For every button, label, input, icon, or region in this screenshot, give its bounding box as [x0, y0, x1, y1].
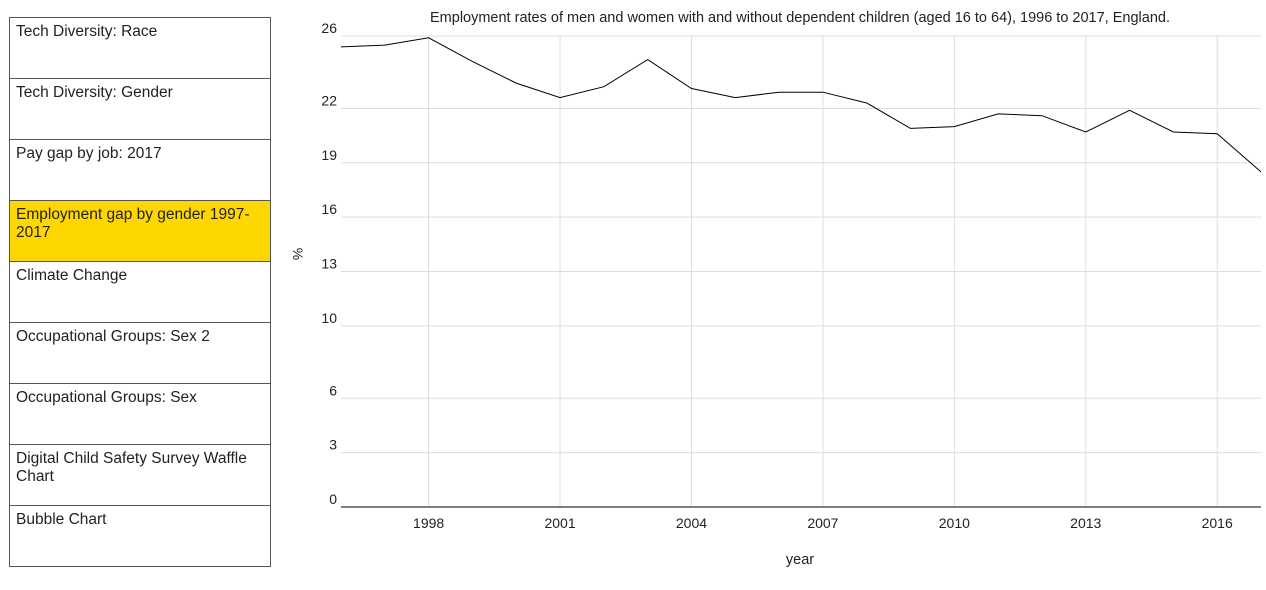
- gridlines: [341, 35, 1261, 507]
- x-tick-label: 2001: [544, 515, 575, 531]
- x-tick-label: 2004: [676, 515, 707, 531]
- menu-item-tech-diversity-gender[interactable]: Tech Diversity: Gender: [9, 78, 271, 140]
- y-tick-label: 16: [321, 201, 337, 217]
- menu-item-occupational-groups-sex[interactable]: Occupational Groups: Sex: [9, 383, 271, 445]
- line-chart: Employment rates of men and women with a…: [290, 10, 1262, 568]
- menu-item-climate-change[interactable]: Climate Change: [9, 261, 271, 323]
- chart-menu: Tech Diversity: Race Tech Diversity: Gen…: [9, 17, 271, 567]
- x-tick-label: 2010: [939, 515, 970, 531]
- menu-item-bubble-chart[interactable]: Bubble Chart: [9, 505, 271, 567]
- x-tick-label: 1998: [413, 515, 444, 531]
- menu-item-tech-diversity-race[interactable]: Tech Diversity: Race: [9, 17, 271, 79]
- y-tick-label: 19: [321, 147, 337, 163]
- x-axis-label: year: [786, 552, 814, 568]
- y-tick-label: 0: [329, 491, 337, 507]
- y-tick-label: 6: [329, 382, 337, 398]
- y-tick-label: 26: [321, 20, 337, 36]
- chart-title: Employment rates of men and women with a…: [430, 10, 1170, 26]
- x-tick-label: 2013: [1070, 515, 1101, 531]
- y-tick-label: 10: [321, 310, 337, 326]
- menu-item-digital-child-safety-waffle[interactable]: Digital Child Safety Survey Waffle Chart: [9, 444, 271, 506]
- y-tick-label: 22: [321, 92, 337, 108]
- x-axis-ticks: 1998 2001 2004 2007 2010 2013 2016: [413, 515, 1233, 531]
- y-axis-ticks: 0 3 6 10 13 16 19 22 26: [321, 20, 337, 507]
- chart-area: Employment rates of men and women with a…: [275, 0, 1266, 585]
- x-tick-label: 2007: [807, 515, 838, 531]
- y-tick-label: 13: [321, 256, 337, 272]
- series-line: [340, 37, 1262, 173]
- x-tick-label: 2016: [1202, 515, 1233, 531]
- menu-item-pay-gap-by-job[interactable]: Pay gap by job: 2017: [9, 139, 271, 201]
- menu-item-occupational-groups-sex-2[interactable]: Occupational Groups: Sex 2: [9, 322, 271, 384]
- menu-item-employment-gap-by-gender[interactable]: Employment gap by gender 1997-2017: [9, 200, 271, 262]
- y-axis-label: %: [290, 248, 306, 260]
- y-tick-label: 3: [329, 437, 337, 453]
